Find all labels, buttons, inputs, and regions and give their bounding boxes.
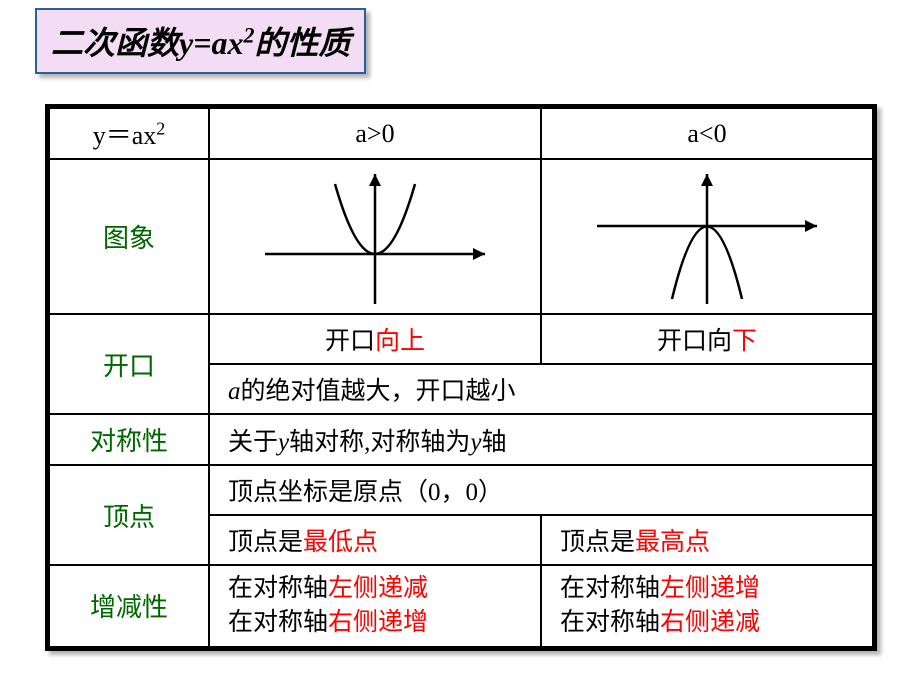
- vertex-row-label: 顶点: [49, 465, 209, 565]
- monotone-row: 增减性 在对称轴左侧递减 在对称轴右侧递增 在对称轴左侧递增 在对称轴右侧递减: [49, 565, 873, 647]
- opening-up-cell: 开口向上: [209, 314, 541, 364]
- sym-post: 轴: [482, 429, 507, 456]
- opening-up-pre: 开口: [325, 328, 375, 355]
- vertex-row-1: 顶点 顶点坐标是原点（0，0）: [49, 465, 873, 515]
- title-suffix: 的性质: [254, 25, 350, 61]
- sym-mid: 轴对称,对称轴为: [289, 429, 470, 456]
- monotone-row-label: 增减性: [49, 565, 209, 647]
- header-a-positive: a>0: [209, 108, 541, 159]
- vertex-low-pre: 顶点是: [228, 529, 303, 556]
- properties-table: y＝ax2 a>0 a<0 图象: [48, 107, 874, 648]
- opening-down-red: 下: [732, 328, 757, 355]
- monotone-neg-cell: 在对称轴左侧递增 在对称轴右侧递减: [541, 565, 873, 647]
- properties-table-wrap: y＝ax2 a>0 a<0 图象: [45, 104, 877, 651]
- opening-abs-mid: 的绝对值越大，开口越小: [241, 378, 516, 405]
- graph-cell-positive: [209, 159, 541, 314]
- vertex-high-cell: 顶点是最高点: [541, 515, 873, 565]
- mono-neg-l1-red: 左侧递增: [660, 575, 760, 602]
- mono-neg-line2: 在对称轴右侧递减: [560, 606, 864, 640]
- opening-abs-cell: a的绝对值越大，开口越小: [209, 364, 873, 414]
- sym-y2: y: [470, 429, 481, 456]
- graph-row-label: 图象: [49, 159, 209, 314]
- graph-cell-negative: [541, 159, 873, 314]
- opening-row-label: 开口: [49, 314, 209, 414]
- mono-pos-l2-red: 右侧递增: [328, 609, 428, 636]
- opening-up-red: 向上: [375, 328, 425, 355]
- vertex-high-red: 最高点: [635, 529, 710, 556]
- mono-pos-l2-pre: 在对称轴: [228, 609, 328, 636]
- header-col1-sup: 2: [156, 118, 165, 138]
- graph-row: 图象: [49, 159, 873, 314]
- mono-pos-l1-red: 左侧递减: [328, 575, 428, 602]
- page-title: 二次函数y=ax2的性质: [51, 25, 350, 61]
- title-box: 二次函数y=ax2的性质: [35, 8, 366, 74]
- header-a-negative: a<0: [541, 108, 873, 159]
- mono-pos-line1: 在对称轴左侧递减: [228, 572, 532, 606]
- mono-neg-line1: 在对称轴左侧递增: [560, 572, 864, 606]
- opening-down-cell: 开口向下: [541, 314, 873, 364]
- opening-row-1: 开口 开口向上 开口向下: [49, 314, 873, 364]
- title-sup: 2: [243, 22, 254, 47]
- title-prefix: 二次函数y=ax: [51, 25, 243, 61]
- vertex-low-cell: 顶点是最低点: [209, 515, 541, 565]
- mono-pos-l1-pre: 在对称轴: [228, 575, 328, 602]
- header-formula: y＝ax2: [49, 108, 209, 159]
- header-col1-pre: y＝ax: [93, 121, 157, 150]
- symmetry-cell: 关于y轴对称,对称轴为y轴: [209, 414, 873, 465]
- mono-pos-line2: 在对称轴右侧递增: [228, 606, 532, 640]
- mono-neg-l2-pre: 在对称轴: [560, 609, 660, 636]
- vertex-low-red: 最低点: [303, 529, 378, 556]
- monotone-pos-cell: 在对称轴左侧递减 在对称轴右侧递增: [209, 565, 541, 647]
- symmetry-row-label: 对称性: [49, 414, 209, 465]
- upward-parabola-icon: [245, 164, 505, 309]
- vertex-high-pre: 顶点是: [560, 529, 635, 556]
- header-row: y＝ax2 a>0 a<0: [49, 108, 873, 159]
- symmetry-row: 对称性 关于y轴对称,对称轴为y轴: [49, 414, 873, 465]
- sym-pre1: 关于: [228, 429, 278, 456]
- opening-abs-a: a: [228, 378, 241, 405]
- vertex-coord-cell: 顶点坐标是原点（0，0）: [209, 465, 873, 515]
- downward-parabola-icon: [577, 164, 837, 309]
- sym-y1: y: [278, 429, 289, 456]
- opening-down-pre: 开口向: [657, 328, 732, 355]
- mono-neg-l1-pre: 在对称轴: [560, 575, 660, 602]
- mono-neg-l2-red: 右侧递减: [660, 609, 760, 636]
